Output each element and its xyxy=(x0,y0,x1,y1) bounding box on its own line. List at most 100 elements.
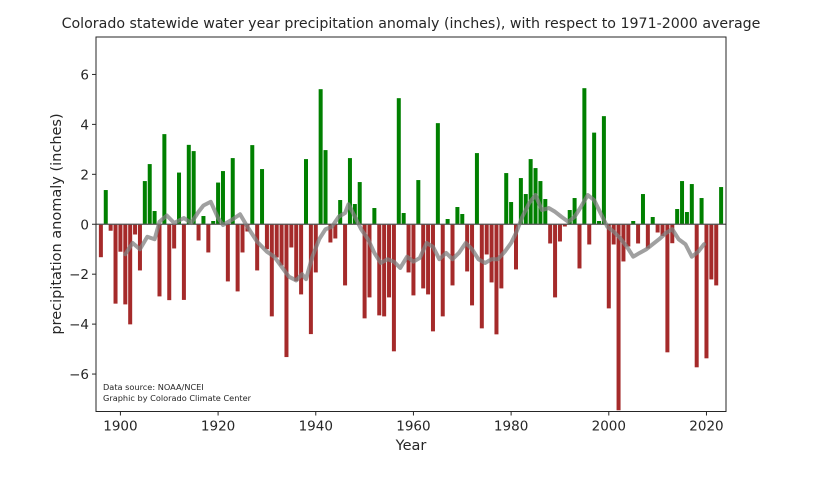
y-axis-ticks: −6 −4 −2 0 2 4 6 xyxy=(69,67,96,383)
bar-1993 xyxy=(572,198,577,225)
x-tick-label-2000: 2000 xyxy=(592,419,626,435)
chart-title: Colorado statewide water year precipitat… xyxy=(62,16,761,32)
bar-1950 xyxy=(362,224,367,319)
bar-1900 xyxy=(118,224,123,252)
bar-2008 xyxy=(645,224,650,249)
x-axis-ticks: 1900 1920 1940 1960 1980 2000 2020 xyxy=(103,411,724,435)
y-tick-label-6: 6 xyxy=(80,67,89,83)
bar-2019 xyxy=(699,198,704,225)
bar-1914 xyxy=(186,144,191,225)
bar-1925 xyxy=(240,224,245,253)
bars-layer xyxy=(98,88,724,411)
bar-1973 xyxy=(474,153,479,225)
bar-1903 xyxy=(133,224,138,235)
bar-1965 xyxy=(435,123,440,225)
x-axis-label: Year xyxy=(395,438,427,454)
bar-1954 xyxy=(382,224,387,317)
bar-1971 xyxy=(465,224,470,272)
y-tick-label--4: −4 xyxy=(69,317,89,333)
bar-1947 xyxy=(347,158,352,225)
bar-1915 xyxy=(191,151,196,225)
bar-1988 xyxy=(548,224,553,244)
x-tick-label-1940: 1940 xyxy=(299,419,333,435)
bar-1911 xyxy=(172,224,177,249)
bar-2015 xyxy=(680,181,685,225)
bar-1912 xyxy=(177,172,182,225)
bar-1964 xyxy=(430,224,435,332)
y-tick-label-0: 0 xyxy=(80,217,89,233)
bar-1998 xyxy=(597,221,602,225)
bar-1979 xyxy=(504,173,509,225)
bar-1968 xyxy=(450,224,455,286)
bar-1946 xyxy=(343,224,348,286)
bar-1928 xyxy=(255,224,260,271)
bar-1981 xyxy=(514,224,518,270)
bar-1977 xyxy=(494,224,499,335)
x-tick-label-1920: 1920 xyxy=(201,419,235,435)
bar-1999 xyxy=(601,116,606,225)
bar-1956 xyxy=(391,224,396,352)
bar-2007 xyxy=(640,194,645,225)
bar-1984 xyxy=(528,159,533,225)
bar-1935 xyxy=(289,224,294,248)
bar-1952 xyxy=(372,208,377,225)
bar-1906 xyxy=(147,164,152,225)
bar-2014 xyxy=(675,209,680,225)
bar-1991 xyxy=(562,224,567,227)
bar-1987 xyxy=(543,199,548,225)
bar-1972 xyxy=(470,224,475,306)
bar-1951 xyxy=(367,224,372,298)
bar-2018 xyxy=(694,224,699,368)
y-tick-label--6: −6 xyxy=(69,367,89,383)
bar-1996 xyxy=(587,224,592,245)
bar-2009 xyxy=(650,217,655,225)
bar-1909 xyxy=(162,134,167,225)
bar-1966 xyxy=(440,224,445,317)
bar-2010 xyxy=(655,224,660,233)
bar-1923 xyxy=(230,158,235,225)
bar-1905 xyxy=(142,181,147,225)
bar-1929 xyxy=(260,169,265,225)
bar-1920 xyxy=(216,182,221,225)
bar-1975 xyxy=(484,224,489,255)
bar-1907 xyxy=(152,211,157,225)
bar-1934 xyxy=(284,224,289,358)
bar-1917 xyxy=(201,216,206,225)
bar-1949 xyxy=(357,182,362,225)
bar-2022 xyxy=(714,224,719,286)
running-mean-line xyxy=(123,193,707,283)
bar-1967 xyxy=(445,219,450,225)
bar-1908 xyxy=(157,224,162,297)
y-tick-label-2: 2 xyxy=(80,167,89,183)
bar-1980 xyxy=(509,202,514,225)
x-tick-label-1900: 1900 xyxy=(103,419,137,435)
bar-1922 xyxy=(225,224,230,282)
x-tick-label-1980: 1980 xyxy=(494,419,528,435)
bar-1927 xyxy=(250,145,255,225)
bar-1918 xyxy=(206,224,211,253)
y-axis-label: precipitation anomaly (inches) xyxy=(49,113,65,334)
bar-2023 xyxy=(719,187,724,225)
bar-2017 xyxy=(689,184,694,225)
bar-1997 xyxy=(592,132,597,225)
bar-1942 xyxy=(323,150,328,225)
bar-1899 xyxy=(113,224,118,304)
bar-2002 xyxy=(616,224,621,411)
data-source-annotation: Data source: NOAA/NCEI xyxy=(103,382,204,392)
bar-1990 xyxy=(557,224,562,242)
bar-1943 xyxy=(328,224,333,243)
bar-1897 xyxy=(103,190,108,225)
bar-2011 xyxy=(660,224,665,236)
bar-1957 xyxy=(396,98,401,225)
bar-2013 xyxy=(670,224,675,244)
bar-1898 xyxy=(108,224,113,231)
bar-1982 xyxy=(518,178,523,225)
bar-1937 xyxy=(299,224,304,295)
bar-2005 xyxy=(631,221,636,225)
bar-2000 xyxy=(606,224,611,309)
bar-1896 xyxy=(98,224,103,258)
bar-2012 xyxy=(665,224,670,353)
bar-1969 xyxy=(455,207,460,225)
